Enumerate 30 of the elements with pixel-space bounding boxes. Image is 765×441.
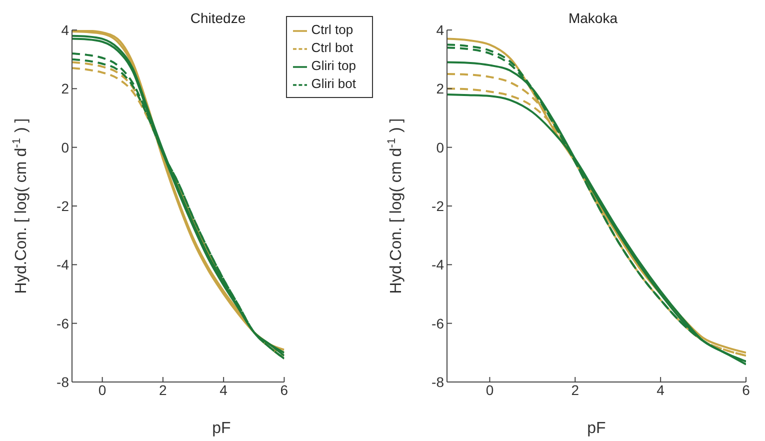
- legend-label: Ctrl bot: [311, 40, 354, 55]
- chart-title: Makoka: [568, 10, 618, 26]
- y-tick-label: 4: [61, 22, 70, 38]
- x-tick-label: 4: [220, 382, 228, 398]
- y-tick-label: -4: [432, 256, 444, 273]
- y-tick-label: -8: [432, 374, 444, 390]
- x-tick-label: 4: [656, 382, 665, 398]
- legend-label: Gliri top: [311, 58, 356, 73]
- y-tick-label: -8: [56, 374, 70, 390]
- chart-title: Chitedze: [190, 10, 246, 26]
- y-tick-label: 4: [436, 22, 444, 38]
- x-tick-label: 6: [742, 382, 750, 398]
- y-tick-label: 0: [61, 139, 70, 156]
- y-tick-label: -4: [56, 256, 70, 273]
- y-tick-label: 2: [436, 80, 444, 97]
- x-tick-label: 2: [571, 382, 580, 398]
- y-tick-label: -2: [56, 198, 70, 214]
- legend-label: Gliri bot: [311, 76, 356, 91]
- y-tick-label: 2: [61, 80, 70, 97]
- x-tick-label: 2: [159, 382, 168, 398]
- x-axis-title: pF: [586, 420, 607, 438]
- legend-label: Ctrl top: [311, 22, 354, 37]
- y-tick-label: -6: [56, 315, 70, 332]
- x-tick-label: 6: [280, 382, 288, 398]
- y-tick-label: 0: [436, 139, 444, 156]
- x-axis-title: pF: [211, 420, 232, 438]
- x-tick-label: 0: [98, 382, 106, 398]
- y-tick-label: -6: [432, 315, 444, 332]
- x-tick-label: 0: [486, 382, 494, 398]
- y-tick-label: -2: [432, 198, 444, 214]
